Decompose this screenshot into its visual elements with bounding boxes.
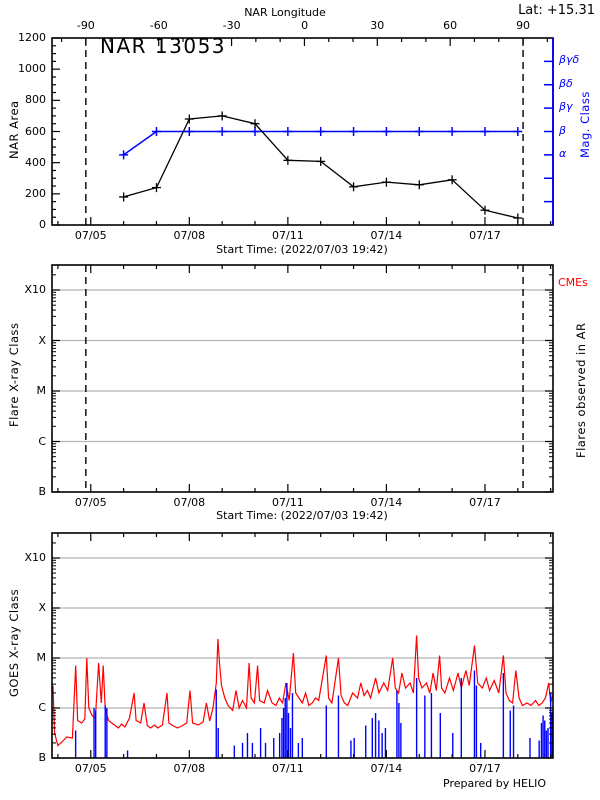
longitude-tick-label: 90 [516,19,531,32]
flare-class-tick-label: X [38,333,46,347]
area-tick-label: 200 [25,186,46,200]
date-tick-label: 07/05 [74,496,107,509]
cmes-label: CMEs [558,276,588,289]
longitude-tick-label: 30 [370,19,385,32]
date-tick-label: 07/14 [370,229,403,242]
goes-panel-frame [51,532,554,759]
date-tick-label: 07/17 [469,229,501,242]
area-tick-label: 1200 [18,31,46,44]
flare-class-tick-label: X10 [24,283,46,296]
goes-class-tick-label: X10 [24,551,46,564]
mag-class-tick-label: βδ [559,76,573,90]
flare-panel-frame [51,264,554,493]
area-tick-label: 600 [25,124,46,138]
date-tick-label: 07/14 [370,762,403,775]
flare-class-tick-label: C [38,434,46,448]
date-tick-label: 07/11 [272,229,304,242]
flare-class-tick-label: B [38,485,46,498]
start-time-label-flare-panel: Start Time: (2022/07/03 19:42) [216,509,388,522]
date-tick-label: 07/05 [74,229,107,242]
longitude-tick-label: 60 [443,19,458,32]
goes-class-tick-label: M [36,651,47,664]
longitude-axis-title: NAR Longitude [244,6,326,19]
goes-class-tick-label: C [38,701,46,714]
longitude-tick-label: -90 [76,19,95,32]
flares-observed-label: Flares observed in AR [574,322,588,458]
mag-class-tick-label: βγ [559,100,573,114]
date-tick-label: 07/11 [272,496,304,509]
date-tick-label: 07/14 [370,496,403,509]
mag-class-tick-label: βγδ [559,53,580,67]
goes-class-tick-label: X [38,601,46,614]
mag-class-tick-label: β [559,123,567,137]
flare-class-tick-label: M [36,384,47,397]
date-tick-label: 07/11 [272,762,304,775]
area-tick-label: 800 [25,93,46,107]
area-tick-label: 1000 [18,62,46,76]
prepared-by-label: Prepared by HELIO [443,777,546,790]
start-time-label-area-panel: Start Time: (2022/07/03 19:42) [216,243,388,256]
goes-flux-curve [52,635,554,747]
mag-class-tick-label: α [559,146,567,160]
area-tick-label: 0 [39,218,46,231]
date-tick-label: 07/08 [173,496,206,509]
date-tick-label: 07/17 [469,762,501,775]
latitude-label: Lat: +15.31 [518,3,595,18]
date-tick-label: 07/05 [74,762,107,775]
mag-class-axis-title: Mag. Class [578,91,592,158]
longitude-tick-label: 0 [301,19,309,32]
longitude-tick-label: -30 [222,19,241,32]
date-tick-label: 07/17 [469,496,501,509]
date-tick-label: 07/08 [173,229,206,242]
date-tick-label: 07/08 [173,762,206,775]
area-panel-title: NAR 13053 [100,34,227,58]
goes-class-tick-label: B [38,751,46,764]
longitude-tick-label: -60 [149,19,168,32]
area-tick-label: 400 [25,155,46,169]
